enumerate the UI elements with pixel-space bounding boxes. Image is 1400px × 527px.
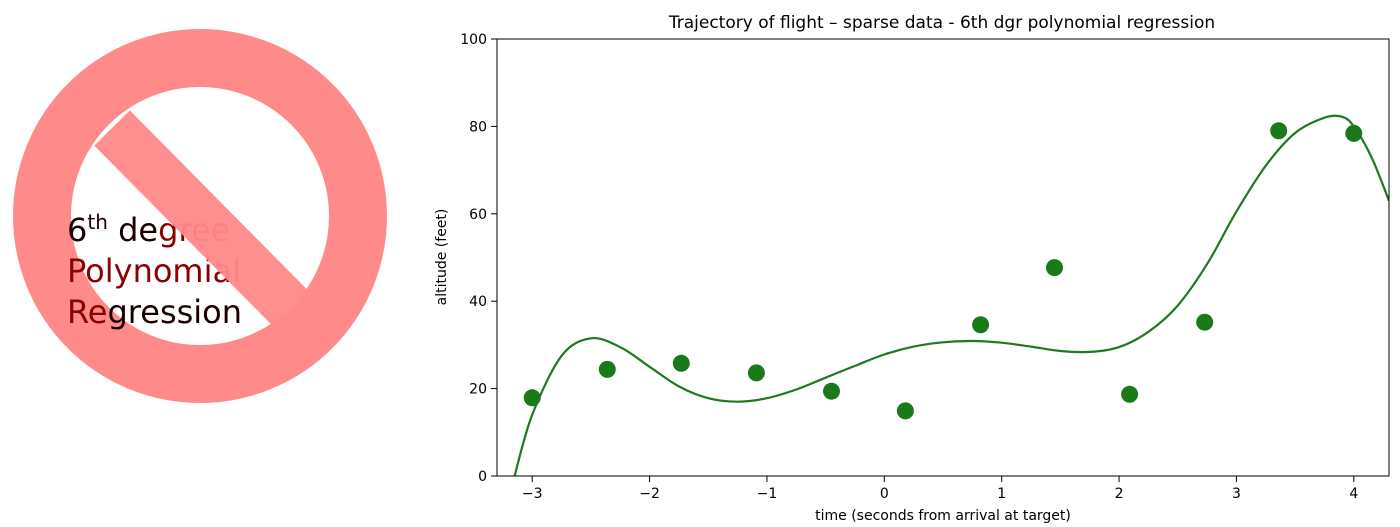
badge-line-3-a: Re xyxy=(67,293,107,331)
x-axis-label: time (seconds from arrival at target) xyxy=(815,508,1071,524)
badge-line-1-rest-a: de xyxy=(108,211,158,249)
data-point xyxy=(823,382,840,400)
data-point xyxy=(972,316,990,334)
x-tick-label: 1 xyxy=(997,486,1006,502)
plot-frame xyxy=(496,38,1390,477)
data-point xyxy=(896,402,914,420)
data-point xyxy=(1270,122,1288,140)
chart: Trajectory of flight – sparse data - 6th… xyxy=(434,13,1390,524)
x-tick-label: 0 xyxy=(880,486,889,502)
data-point xyxy=(1345,124,1363,142)
x-tick-label: 4 xyxy=(1349,486,1358,502)
data-point xyxy=(1121,385,1139,403)
y-axis-label: altitude (feet) xyxy=(434,209,450,306)
data-point xyxy=(1196,313,1214,331)
y-tick-label: 40 xyxy=(469,294,487,310)
prohibition-slash xyxy=(94,110,324,342)
y-ticks: 0 20 40 60 80 100 xyxy=(460,32,497,485)
regression-curve xyxy=(513,114,1389,476)
y-tick-label: 80 xyxy=(469,119,487,135)
x-ticks: −3 −2 −1 0 1 2 3 4 xyxy=(522,476,1358,502)
x-tick-label: 2 xyxy=(1115,486,1124,502)
data-point xyxy=(523,389,541,407)
x-tick-label: 3 xyxy=(1232,486,1241,502)
badge-line-1-superscript: th xyxy=(87,210,108,234)
data-points-layer xyxy=(523,122,1363,420)
fit-curve-layer xyxy=(513,114,1389,476)
data-point xyxy=(672,354,690,372)
chart-title: Trajectory of flight – sparse data - 6th… xyxy=(668,13,1215,33)
prohibition-ring xyxy=(13,29,387,403)
y-tick-label: 60 xyxy=(469,207,487,223)
x-tick-label: −2 xyxy=(639,486,660,502)
badge-line-3-b: gression xyxy=(107,293,242,331)
x-tick-label: −1 xyxy=(757,486,778,502)
y-tick-label: 20 xyxy=(469,382,487,398)
data-point xyxy=(598,360,616,378)
data-point xyxy=(1046,259,1063,277)
badge-line-2-a: Pol xyxy=(67,252,114,290)
badge-line-1-main: 6 xyxy=(67,211,87,249)
y-tick-label: 0 xyxy=(478,469,487,485)
badge-line-3: Regression xyxy=(67,293,242,331)
prohibition-badge: 6th degree Polynomial Regression xyxy=(13,29,387,403)
data-point xyxy=(747,364,765,382)
x-tick-label: −3 xyxy=(522,486,543,502)
y-tick-label: 100 xyxy=(460,32,487,48)
